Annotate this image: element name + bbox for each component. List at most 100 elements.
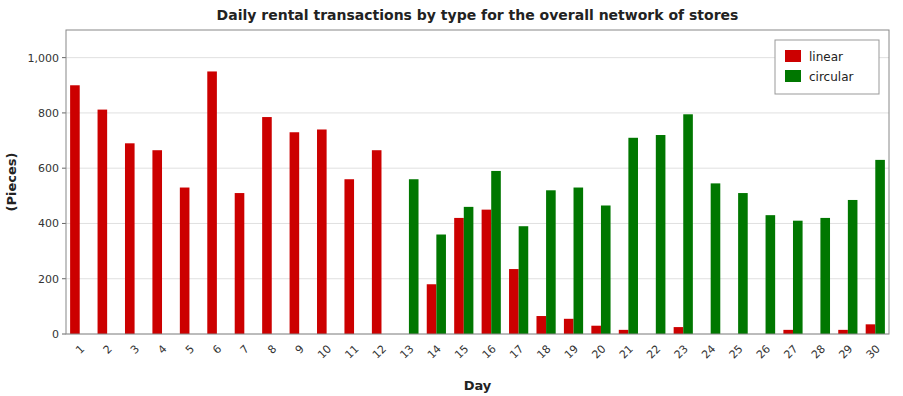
x-tick-label: 8 xyxy=(265,342,279,356)
x-tick-label: 26 xyxy=(754,342,773,361)
bar xyxy=(464,207,474,334)
grid-line xyxy=(66,168,889,169)
legend-swatch xyxy=(785,70,801,82)
x-tick-label: 7 xyxy=(238,342,252,356)
x-tick-label: 2 xyxy=(101,342,115,356)
x-tick-label: 3 xyxy=(128,342,142,356)
x-tick-label: 14 xyxy=(425,342,444,361)
y-tick xyxy=(62,168,66,169)
y-tick xyxy=(62,278,66,279)
x-tick-label: 22 xyxy=(644,342,663,361)
grid xyxy=(66,58,889,334)
bar xyxy=(436,235,446,334)
y-tick-label: 200 xyxy=(38,273,59,286)
x-tick-label: 29 xyxy=(836,342,855,361)
bar xyxy=(454,218,464,334)
y-tick-label: 800 xyxy=(38,107,59,120)
bar xyxy=(519,226,529,334)
bar xyxy=(820,218,830,334)
y-tick-label: 1,000 xyxy=(28,52,60,65)
bar xyxy=(427,284,437,334)
bar xyxy=(70,85,80,334)
x-axis-label: Day xyxy=(464,378,492,393)
x-tick-label: 9 xyxy=(293,342,307,356)
x-tick-label: 27 xyxy=(781,342,800,361)
x-tick-label: 13 xyxy=(397,342,416,361)
bar xyxy=(619,330,629,334)
x-tick-label: 20 xyxy=(589,342,608,361)
y-tick-label: 400 xyxy=(38,217,59,230)
legend-label: linear xyxy=(809,50,843,64)
plot-frame xyxy=(66,30,889,334)
bar xyxy=(674,327,684,334)
bar xyxy=(564,319,574,334)
bar xyxy=(656,135,666,334)
x-tick-label: 16 xyxy=(480,342,499,361)
x-tick-label: 12 xyxy=(370,342,389,361)
bar xyxy=(344,179,354,334)
bar xyxy=(591,326,601,334)
x-tick-label: 5 xyxy=(183,342,197,356)
x-tick-label: 21 xyxy=(617,342,636,361)
bar xyxy=(838,330,848,334)
bar xyxy=(290,132,300,334)
bar xyxy=(317,129,327,334)
bar xyxy=(98,110,108,334)
legend: linear circular xyxy=(775,40,879,94)
bar xyxy=(152,150,162,334)
grid-line xyxy=(66,112,889,113)
bar xyxy=(738,193,748,334)
y-axis-label: (Pieces) xyxy=(4,153,19,212)
bar xyxy=(766,215,776,334)
bar xyxy=(491,171,501,334)
title: Daily rental transactions by type for th… xyxy=(217,7,739,23)
x-tick-label: 6 xyxy=(210,342,224,356)
x-tick-label: 10 xyxy=(315,342,334,361)
y-tick xyxy=(62,112,66,113)
bar xyxy=(683,114,693,334)
chart: 02004006008001,0001234567891011121314151… xyxy=(0,0,903,396)
x-tick-label: 23 xyxy=(672,342,691,361)
x-tick-label: 28 xyxy=(809,342,828,361)
legend-box xyxy=(775,40,879,94)
y-tick-label: 600 xyxy=(38,162,59,175)
y-tick-label: 0 xyxy=(52,328,59,341)
bar xyxy=(180,188,190,334)
bar xyxy=(783,330,793,334)
y-tick xyxy=(62,334,66,335)
x-tick-label: 15 xyxy=(452,342,471,361)
grid-line xyxy=(66,57,889,58)
bar xyxy=(207,71,217,334)
bar xyxy=(262,117,272,334)
x-tick-label: 25 xyxy=(727,342,746,361)
y-tick xyxy=(62,223,66,224)
bar xyxy=(125,143,135,334)
bar xyxy=(235,193,245,334)
bar xyxy=(866,324,876,334)
bar xyxy=(848,200,858,334)
x-tick-label: 19 xyxy=(562,342,581,361)
bar xyxy=(536,316,546,334)
legend-swatch xyxy=(785,50,801,62)
x-tick-label: 30 xyxy=(864,342,883,361)
bar xyxy=(372,150,382,334)
bar xyxy=(546,190,556,334)
x-tick-label: 1 xyxy=(73,342,87,356)
bar xyxy=(574,188,584,334)
bar xyxy=(601,205,611,334)
x-tick-label: 17 xyxy=(507,342,526,361)
legend-label: circular xyxy=(809,70,853,84)
bar xyxy=(793,221,803,334)
bar xyxy=(509,269,519,334)
y-tick xyxy=(62,57,66,58)
x-tick-label: 11 xyxy=(343,342,362,361)
bar xyxy=(875,160,885,334)
bar xyxy=(628,138,638,334)
bars xyxy=(70,71,885,334)
bar xyxy=(711,183,721,334)
x-tick-label: 24 xyxy=(699,342,718,361)
x-tick-label: 18 xyxy=(535,342,554,361)
bar xyxy=(482,210,492,334)
x-tick-label: 4 xyxy=(155,342,169,356)
bar xyxy=(409,179,419,334)
